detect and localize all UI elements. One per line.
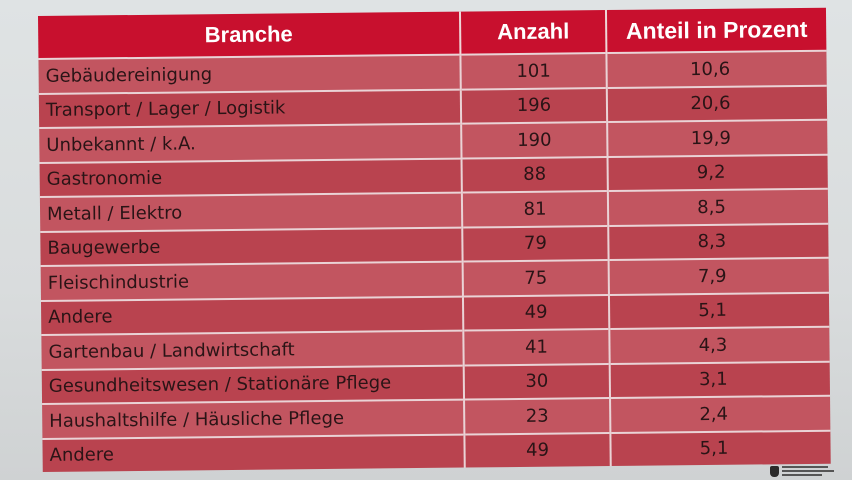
cell-anteil: 20,6 <box>606 85 828 123</box>
cell-anteil: 3,1 <box>609 361 831 399</box>
cell-anteil: 8,5 <box>607 188 829 226</box>
cell-branche: Andere <box>42 434 465 472</box>
cell-branche: Baugewerbe <box>40 227 463 266</box>
cell-anzahl: 41 <box>463 329 610 366</box>
cell-anteil: 19,9 <box>607 119 828 157</box>
cell-anzahl: 190 <box>461 122 608 159</box>
cell-anteil: 9,2 <box>607 154 828 192</box>
cell-anzahl: 49 <box>462 294 610 331</box>
header-anteil: Anteil in Prozent <box>605 7 827 54</box>
cell-branche: Gartenbau / Landwirtschaft <box>41 330 464 370</box>
cell-branche: Fleischindustrie <box>40 261 463 301</box>
cell-anteil: 10,6 <box>606 50 827 88</box>
cell-branche: Andere <box>40 296 464 335</box>
cell-branche: Metall / Elektro <box>39 192 463 232</box>
cell-anteil: 5,1 <box>610 430 831 467</box>
branche-table-container: Branche Anzahl Anteil in Prozent Gebäude… <box>38 7 831 472</box>
cell-anteil: 2,4 <box>610 395 831 433</box>
logo-text-lines <box>782 466 834 476</box>
cell-anzahl: 79 <box>462 225 609 262</box>
cell-branche: Gastronomie <box>39 158 462 197</box>
cell-branche: Unbekannt / k.A. <box>39 123 462 163</box>
cell-branche: Transport / Lager / Logistik <box>38 89 462 128</box>
cell-anzahl: 75 <box>462 260 609 297</box>
header-branche: Branche <box>38 11 461 59</box>
federal-eagle-icon <box>770 465 779 477</box>
cell-anteil: 5,1 <box>608 292 830 330</box>
cell-anteil: 4,3 <box>609 326 830 364</box>
cell-anteil: 8,3 <box>608 223 829 261</box>
cell-anzahl: 81 <box>461 191 609 228</box>
cell-anzahl: 88 <box>461 156 608 193</box>
cell-anzahl: 196 <box>460 87 608 124</box>
branche-table: Branche Anzahl Anteil in Prozent Gebäude… <box>38 7 831 472</box>
cell-anteil: 7,9 <box>608 257 829 295</box>
table-row: Andere 49 5,1 <box>42 430 831 472</box>
cell-anzahl: 49 <box>464 432 611 468</box>
ministry-logo <box>770 464 846 478</box>
table-body: Gebäudereinigung 101 10,6 Transport / Lager… <box>38 50 831 472</box>
header-anzahl: Anzahl <box>459 10 607 55</box>
cell-anzahl: 30 <box>463 363 611 400</box>
cell-anzahl: 101 <box>460 53 607 90</box>
cell-branche: Gebäudereinigung <box>38 54 461 94</box>
cell-branche: Gesundheitswesen / Stationäre Pflege <box>41 365 465 404</box>
cell-anzahl: 23 <box>464 398 611 435</box>
cell-branche: Haushaltshilfe / Häusliche Pflege <box>42 399 465 439</box>
